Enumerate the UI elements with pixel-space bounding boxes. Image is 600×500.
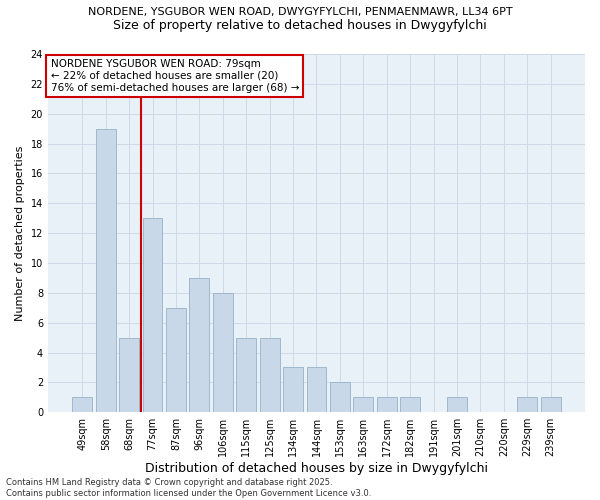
Bar	[517, 398, 537, 412]
Bar	[190, 278, 209, 412]
Bar	[73, 398, 92, 412]
Text: NORDENE, YSGUBOR WEN ROAD, DWYGYFYLCHI, PENMAENMAWR, LL34 6PT: NORDENE, YSGUBOR WEN ROAD, DWYGYFYLCHI, …	[88, 8, 512, 18]
Bar	[541, 398, 560, 412]
Bar	[353, 398, 373, 412]
Bar	[96, 128, 116, 412]
Bar	[213, 293, 233, 412]
Y-axis label: Number of detached properties: Number of detached properties	[15, 146, 25, 321]
X-axis label: Distribution of detached houses by size in Dwygyfylchi: Distribution of detached houses by size …	[145, 462, 488, 475]
Bar	[330, 382, 350, 412]
Bar	[119, 338, 139, 412]
Bar	[400, 398, 420, 412]
Bar	[447, 398, 467, 412]
Text: Size of property relative to detached houses in Dwygyfylchi: Size of property relative to detached ho…	[113, 19, 487, 32]
Bar	[260, 338, 280, 412]
Bar	[236, 338, 256, 412]
Bar	[143, 218, 163, 412]
Bar	[307, 368, 326, 412]
Text: Contains HM Land Registry data © Crown copyright and database right 2025.
Contai: Contains HM Land Registry data © Crown c…	[6, 478, 371, 498]
Bar	[166, 308, 186, 412]
Bar	[377, 398, 397, 412]
Text: NORDENE YSGUBOR WEN ROAD: 79sqm
← 22% of detached houses are smaller (20)
76% of: NORDENE YSGUBOR WEN ROAD: 79sqm ← 22% of…	[50, 60, 299, 92]
Bar	[283, 368, 303, 412]
